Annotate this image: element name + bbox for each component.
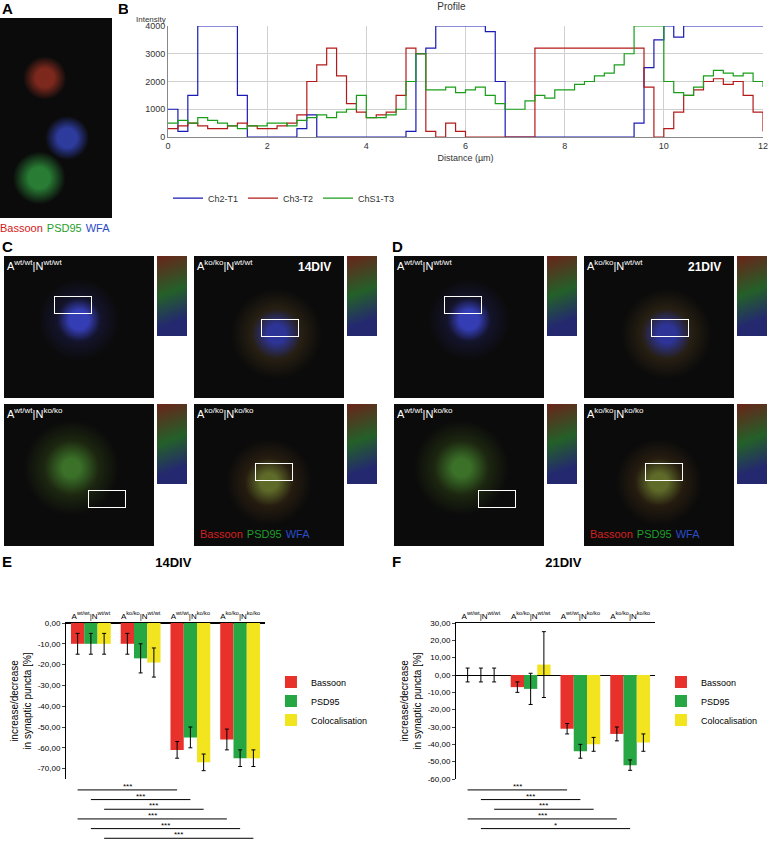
svg-text:21DIV: 21DIV	[545, 555, 581, 570]
html-text:21DIV: 21DIV	[688, 260, 722, 274]
svg-text:-50,00: -50,00	[38, 723, 61, 732]
svg-text:A​ko/ko​|N​wt/wt​: A​ko/ko​|N​wt/wt​	[511, 610, 551, 620]
svg-text:***: ***	[149, 801, 158, 810]
svg-text:0,00: 0,00	[45, 619, 61, 628]
svg-text:10: 10	[659, 141, 669, 151]
svg-text:30,00: 30,00	[430, 619, 451, 628]
html-text:D: D	[392, 238, 403, 255]
svg-text:increase/decreasein synaptic p: increase/decreasein synaptic puncta [%]	[399, 652, 423, 749]
svg-text:0,00: 0,00	[435, 671, 451, 680]
svg-text:-20,00: -20,00	[428, 705, 451, 714]
svg-text:8: 8	[562, 141, 567, 151]
svg-text:*: *	[554, 821, 557, 830]
html-text:B: B	[118, 0, 129, 17]
svg-text:A​ko/ko​|N​wt/wt​: A​ko/ko​|N​wt/wt​	[121, 610, 161, 620]
svg-text:-10,00: -10,00	[428, 688, 451, 697]
svg-text:-30,00: -30,00	[428, 723, 451, 732]
html-text:F: F	[392, 553, 402, 570]
svg-text:***: ***	[526, 792, 535, 801]
svg-text:***: ***	[538, 811, 547, 820]
svg-text:4: 4	[364, 141, 369, 151]
svg-text:increase/decreasein synaptic p: increase/decreasein synaptic puncta [%]	[9, 652, 33, 749]
svg-text:4000: 4000	[145, 21, 165, 31]
svg-text:A​ko/ko​|N​ko/ko​: A​ko/ko​|N​ko/ko​	[610, 610, 650, 620]
html-text:Awt/wt|Nwt/wt: Awt/wt|Nwt/wt	[7, 258, 62, 272]
svg-text:***: ***	[136, 792, 145, 801]
html-text:Ako/ko|Nwt/wt: Ako/ko|Nwt/wt	[197, 258, 253, 272]
svg-text:-60,00: -60,00	[38, 744, 61, 753]
svg-text:-70,00: -70,00	[38, 764, 61, 773]
html-text:Awt/wt|Nwt/wt: Awt/wt|Nwt/wt	[397, 258, 452, 272]
svg-text:A​wt/wt​|N​wt/wt​: A​wt/wt​|N​wt/wt​	[72, 610, 111, 620]
html-text:Bassoon PSD95 WFA: Bassoon PSD95 WFA	[590, 528, 700, 540]
svg-text:2: 2	[265, 141, 270, 151]
svg-text:-30,00: -30,00	[38, 681, 61, 690]
html-text:14DIV: 14DIV	[298, 260, 332, 274]
svg-text:A​ko/ko​|N​ko/ko​: A​ko/ko​|N​ko/ko​	[220, 610, 260, 620]
html-text:Awt/wt|Nko/ko: Awt/wt|Nko/ko	[397, 406, 453, 420]
svg-text:2000: 2000	[145, 77, 165, 87]
svg-text:20,00: 20,00	[430, 636, 451, 645]
svg-text:ChS1-T3: ChS1-T3	[358, 194, 394, 204]
svg-text:***: ***	[148, 811, 157, 820]
svg-text:Bassoon: Bassoon	[701, 678, 736, 688]
svg-text:Profile: Profile	[437, 1, 466, 12]
svg-text:14DIV: 14DIV	[155, 555, 191, 570]
svg-text:A​wt/wt​|N​wt/wt​: A​wt/wt​|N​wt/wt​	[462, 610, 501, 620]
html-text:Ako/ko|Nko/ko: Ako/ko|Nko/ko	[587, 406, 644, 420]
svg-text:Distance (µm): Distance (µm)	[437, 153, 493, 163]
svg-text:PSD95: PSD95	[701, 697, 730, 707]
svg-text:A​wt/wt​|N​ko/ko​: A​wt/wt​|N​ko/ko​	[171, 610, 210, 620]
svg-text:A​wt/wt​|N​ko/ko​: A​wt/wt​|N​ko/ko​	[561, 610, 600, 620]
svg-text:Ch2-T1: Ch2-T1	[208, 194, 238, 204]
svg-text:***: ***	[539, 801, 548, 810]
svg-text:***: ***	[123, 782, 132, 791]
svg-text:3000: 3000	[145, 49, 165, 59]
svg-text:Colocalisation: Colocalisation	[311, 716, 367, 726]
svg-text:0: 0	[160, 132, 165, 142]
html-text:Awt/wt|Nko/ko: Awt/wt|Nko/ko	[7, 406, 63, 420]
svg-text:Ch3-T2: Ch3-T2	[283, 194, 313, 204]
svg-text:-40,00: -40,00	[428, 740, 451, 749]
svg-text:Colocalisation: Colocalisation	[701, 716, 757, 726]
svg-text:***: ***	[174, 830, 183, 839]
svg-text:10,00: 10,00	[430, 653, 451, 662]
svg-text:-50,00: -50,00	[428, 757, 451, 766]
svg-text:1000: 1000	[145, 104, 165, 114]
html-text:E: E	[2, 553, 12, 570]
svg-text:***: ***	[161, 821, 170, 830]
svg-text:12: 12	[758, 141, 768, 151]
svg-text:6: 6	[463, 141, 468, 151]
svg-text:0: 0	[165, 141, 170, 151]
svg-text:-60,00: -60,00	[428, 775, 451, 784]
svg-text:-10,00: -10,00	[38, 640, 61, 649]
html-text:Bassoon PSD95 WFA: Bassoon PSD95 WFA	[200, 528, 310, 540]
svg-text:-40,00: -40,00	[38, 702, 61, 711]
html-text:Ako/ko|Nwt/wt: Ako/ko|Nwt/wt	[587, 258, 643, 272]
html-text:A: A	[2, 0, 13, 17]
svg-text:***: ***	[513, 782, 522, 791]
html-text:C: C	[2, 238, 13, 255]
svg-text:PSD95: PSD95	[311, 697, 340, 707]
svg-text:-20,00: -20,00	[38, 660, 61, 669]
svg-text:Bassoon: Bassoon	[311, 678, 346, 688]
html-text:Bassoon PSD95 WFA: Bassoon PSD95 WFA	[0, 222, 110, 234]
html-text:Ako/ko|Nko/ko: Ako/ko|Nko/ko	[197, 406, 254, 420]
svg-text:Intensity: Intensity	[136, 15, 166, 24]
